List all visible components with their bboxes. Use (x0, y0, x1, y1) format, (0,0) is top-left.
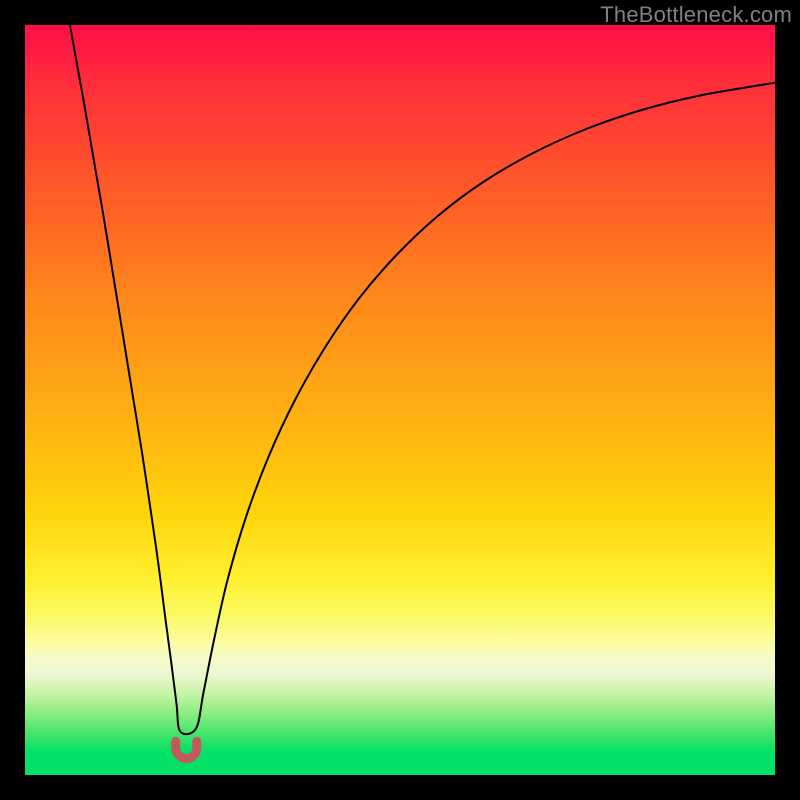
bottleneck-curve-path (70, 25, 775, 734)
image-frame: TheBottleneck.com (0, 0, 800, 800)
chart-svg (25, 25, 775, 775)
valley-u-marker (176, 741, 197, 758)
plot-area (25, 25, 775, 775)
attribution-text: TheBottleneck.com (600, 2, 792, 28)
